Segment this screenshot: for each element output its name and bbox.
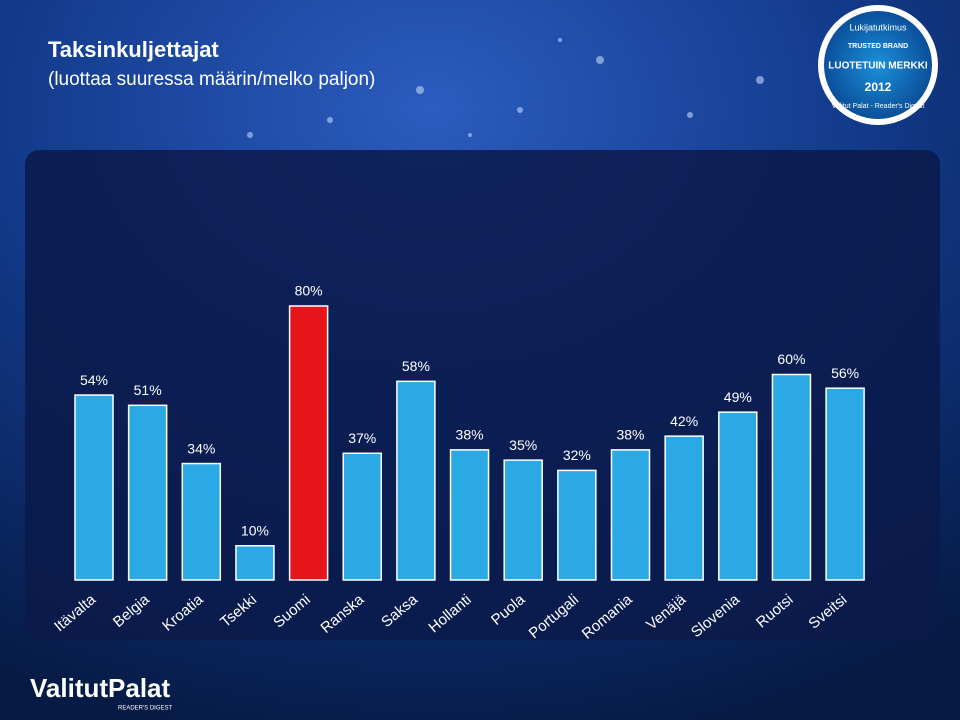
bar [771, 373, 812, 581]
value-label: 54% [80, 372, 108, 388]
value-label: 56% [831, 365, 859, 381]
value-label: 10% [241, 522, 269, 538]
value-label: 38% [456, 427, 484, 443]
value-label: 60% [777, 351, 805, 367]
badge-core [824, 11, 932, 119]
plot-panel [25, 150, 940, 640]
bar [449, 449, 490, 581]
bar [718, 411, 758, 581]
value-label: 35% [509, 437, 537, 453]
bar [181, 462, 222, 581]
badge-brand: TRUSTED BRAND [848, 43, 908, 50]
bar [288, 305, 329, 581]
value-label: 32% [563, 447, 591, 463]
logo-sub: READER'S DIGEST [118, 706, 172, 712]
chart-title: Taksinkuljettajat [48, 37, 219, 62]
bar [127, 404, 168, 581]
bar [557, 469, 597, 581]
value-label: 34% [187, 440, 215, 456]
value-label: 58% [402, 358, 430, 374]
bar [74, 394, 114, 581]
bar [503, 459, 543, 581]
badge: Lukijatutkimus TRUSTED BRAND LUOTETUIN M… [818, 5, 938, 125]
badge-main: LUOTETUIN MERKKI [828, 61, 928, 72]
value-label: 51% [134, 382, 162, 398]
badge-year: 2012 [865, 80, 892, 94]
value-label: 38% [616, 427, 644, 443]
bar [235, 545, 275, 581]
bar [664, 435, 704, 581]
bar [610, 449, 651, 581]
bar [396, 380, 436, 581]
logo: ValitutPalat [30, 673, 170, 703]
value-label: 42% [670, 413, 698, 429]
value-label: 49% [724, 389, 752, 405]
value-label: 80% [295, 283, 323, 299]
badge-top: Lukijatutkimus [849, 22, 907, 32]
chart-subtitle: (luottaa suuressa määrin/melko paljon) [48, 69, 375, 90]
bar [342, 452, 382, 581]
stars [247, 38, 764, 138]
value-label: 37% [348, 430, 376, 446]
bar [825, 387, 865, 581]
badge-ring-text: Valitut Palat - Reader's Digest [832, 103, 925, 110]
